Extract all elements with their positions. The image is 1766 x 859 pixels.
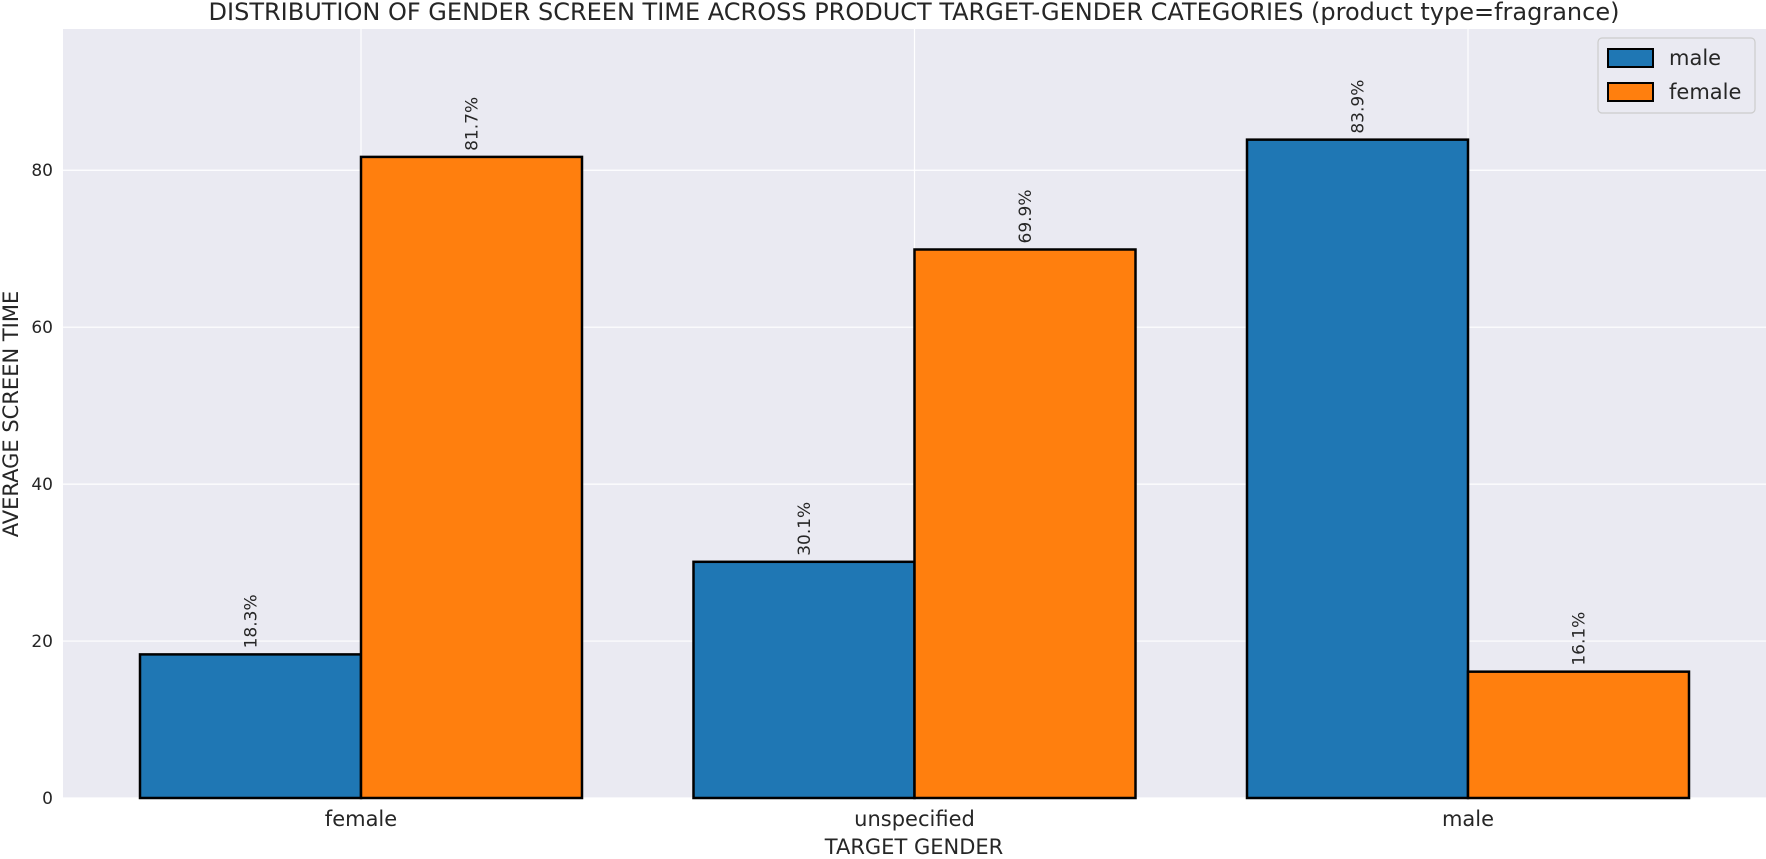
- y-axis-ticks: 0 20 40 60 80: [31, 161, 53, 809]
- data-label-male-male: 83.9%: [1349, 80, 1369, 134]
- y-tick-label: 80: [31, 161, 53, 181]
- bar-male-unspecified: [692, 560, 916, 800]
- y-tick-label: 60: [31, 318, 53, 338]
- y-tick-label: 20: [31, 632, 53, 652]
- y-tick-label: 0: [42, 789, 53, 809]
- x-axis-ticks: female unspecified male: [325, 807, 1494, 831]
- y-axis-label: AVERAGE SCREEN TIME: [0, 291, 23, 538]
- legend: male female: [1597, 37, 1756, 114]
- bar-female-unspecified: [913, 248, 1137, 800]
- bar-female-male: [1466, 670, 1691, 800]
- y-tick-label: 40: [31, 475, 53, 495]
- legend-label-female: female: [1669, 80, 1741, 104]
- x-axis-label: TARGET GENDER: [824, 835, 1003, 859]
- x-tick-label-female: female: [325, 807, 397, 831]
- legend-swatch-female: [1607, 82, 1654, 102]
- legend-label-male: male: [1669, 46, 1721, 70]
- bar-female-female: [359, 155, 584, 800]
- x-tick-label-unspecified: unspecified: [854, 807, 975, 831]
- chart-title: DISTRIBUTION OF GENDER SCREEN TIME ACROS…: [209, 0, 1620, 26]
- x-tick-label-male: male: [1442, 807, 1494, 831]
- data-label-female-unspecified: 69.9%: [1016, 189, 1036, 243]
- bar-male-male: [1245, 138, 1470, 800]
- data-label-male-female: 18.3%: [242, 594, 262, 648]
- legend-swatch-male: [1607, 48, 1654, 68]
- data-label-female-male: 16.1%: [1570, 612, 1590, 666]
- data-label-male-unspecified: 30.1%: [795, 502, 815, 556]
- bars: [138, 138, 1691, 800]
- data-label-female-female: 81.7%: [463, 97, 483, 151]
- bar-male-female: [138, 653, 363, 800]
- data-labels: 18.3% 81.7% 30.1% 69.9% 83.9% 16.1%: [242, 80, 1590, 666]
